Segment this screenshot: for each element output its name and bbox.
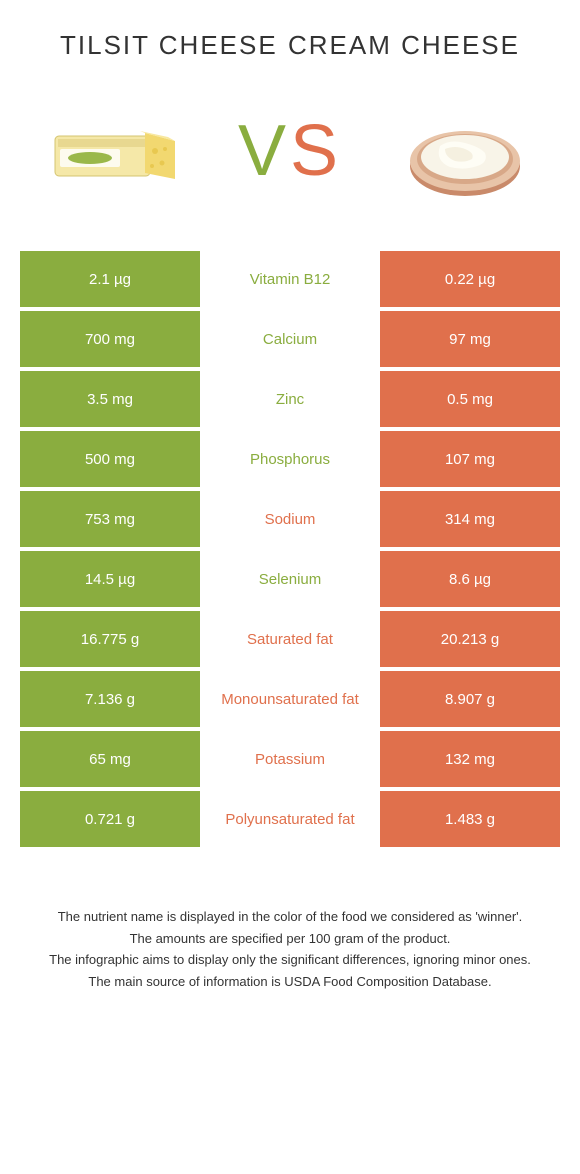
tilsit-cheese-image [40, 91, 190, 211]
footer-line: The main source of information is USDA F… [40, 972, 540, 992]
table-row: 14.5 µgSelenium8.6 µg [20, 551, 560, 607]
right-value: 132 mg [380, 731, 560, 787]
left-value: 3.5 mg [20, 371, 200, 427]
right-value: 1.483 g [380, 791, 560, 847]
table-row: 7.136 gMonounsaturated fat8.907 g [20, 671, 560, 727]
nutrient-label: Polyunsaturated fat [200, 791, 380, 847]
right-value: 0.5 mg [380, 371, 560, 427]
nutrient-label: Sodium [200, 491, 380, 547]
right-value: 0.22 µg [380, 251, 560, 307]
left-value: 700 mg [20, 311, 200, 367]
left-value: 0.721 g [20, 791, 200, 847]
cream-cheese-image [390, 91, 540, 211]
table-row: 65 mgPotassium132 mg [20, 731, 560, 787]
table-row: 16.775 gSaturated fat20.213 g [20, 611, 560, 667]
nutrient-label: Calcium [200, 311, 380, 367]
right-value: 107 mg [380, 431, 560, 487]
footer-line: The amounts are specified per 100 gram o… [40, 929, 540, 949]
table-row: 0.721 gPolyunsaturated fat1.483 g [20, 791, 560, 847]
table-row: 753 mgSodium314 mg [20, 491, 560, 547]
vs-label: VS [238, 110, 342, 192]
right-title: CREAM CHEESE [288, 30, 520, 61]
right-value: 20.213 g [380, 611, 560, 667]
table-row: 3.5 mgZinc0.5 mg [20, 371, 560, 427]
left-value: 65 mg [20, 731, 200, 787]
vs-row: VS [20, 91, 560, 251]
table-row: 2.1 µgVitamin B120.22 µg [20, 251, 560, 307]
left-value: 500 mg [20, 431, 200, 487]
nutrient-label: Phosphorus [200, 431, 380, 487]
right-value: 314 mg [380, 491, 560, 547]
left-value: 2.1 µg [20, 251, 200, 307]
nutrient-label: Zinc [200, 371, 380, 427]
left-value: 14.5 µg [20, 551, 200, 607]
nutrient-label: Vitamin B12 [200, 251, 380, 307]
footer: The nutrient name is displayed in the co… [20, 907, 560, 991]
nutrient-label: Saturated fat [200, 611, 380, 667]
nutrient-label: Potassium [200, 731, 380, 787]
right-value: 8.6 µg [380, 551, 560, 607]
header: TILSIT CHEESE CREAM CHEESE [20, 30, 560, 91]
left-value: 753 mg [20, 491, 200, 547]
table-row: 700 mgCalcium97 mg [20, 311, 560, 367]
comparison-table: 2.1 µgVitamin B120.22 µg700 mgCalcium97 … [20, 251, 560, 847]
footer-line: The infographic aims to display only the… [40, 950, 540, 970]
footer-line: The nutrient name is displayed in the co… [40, 907, 540, 927]
right-value: 97 mg [380, 311, 560, 367]
nutrient-label: Monounsaturated fat [200, 671, 380, 727]
right-value: 8.907 g [380, 671, 560, 727]
left-value: 7.136 g [20, 671, 200, 727]
table-row: 500 mgPhosphorus107 mg [20, 431, 560, 487]
nutrient-label: Selenium [200, 551, 380, 607]
left-value: 16.775 g [20, 611, 200, 667]
left-title: TILSIT CHEESE [60, 30, 278, 61]
